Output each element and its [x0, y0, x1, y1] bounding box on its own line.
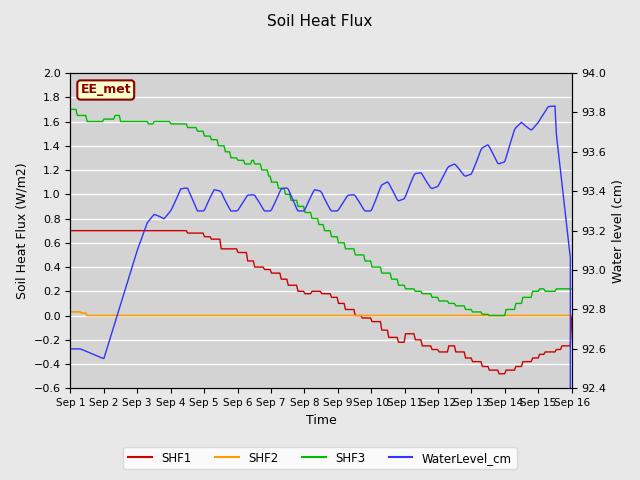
Text: EE_met: EE_met — [81, 84, 131, 96]
X-axis label: Time: Time — [306, 414, 337, 427]
Text: Soil Heat Flux: Soil Heat Flux — [268, 14, 372, 29]
Y-axis label: Water level (cm): Water level (cm) — [612, 179, 625, 283]
Y-axis label: Soil Heat Flux (W/m2): Soil Heat Flux (W/m2) — [15, 162, 28, 299]
Legend: SHF1, SHF2, SHF3, WaterLevel_cm: SHF1, SHF2, SHF3, WaterLevel_cm — [124, 447, 516, 469]
